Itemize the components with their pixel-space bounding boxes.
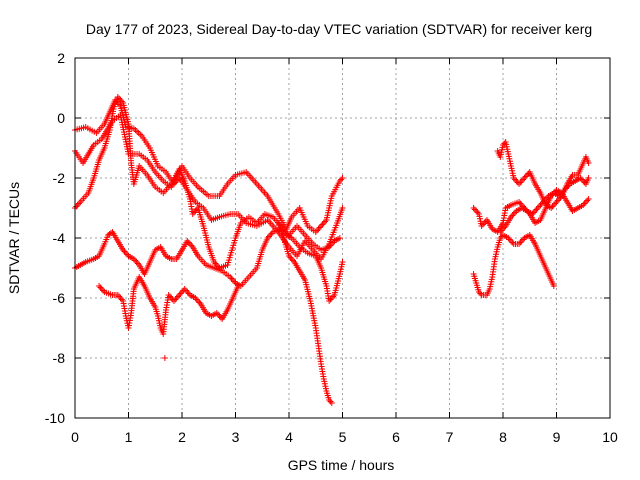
data-point bbox=[339, 205, 346, 211]
y-tick-label: -6 bbox=[53, 290, 66, 306]
y-tick-label: 0 bbox=[57, 110, 65, 126]
data-points bbox=[72, 94, 592, 406]
data-point bbox=[585, 160, 592, 166]
plot-frame bbox=[74, 57, 611, 419]
data-point bbox=[235, 283, 242, 289]
data-point bbox=[339, 175, 346, 181]
y-tick-label: 2 bbox=[57, 50, 65, 66]
data-point bbox=[550, 283, 557, 289]
y-tick-label: -2 bbox=[53, 170, 66, 186]
x-tick-label: 5 bbox=[339, 429, 347, 445]
tick-labels: 0 1 2 3 4 5 6 7 8 9 10 -10 -8 -6 -4 -2 0 2 bbox=[45, 50, 618, 445]
data-point bbox=[585, 175, 592, 181]
x-tick-label: 0 bbox=[71, 429, 79, 445]
y-tick-label: -8 bbox=[53, 350, 66, 366]
data-point bbox=[339, 259, 346, 265]
x-tick-label: 8 bbox=[499, 429, 507, 445]
x-tick-label: 2 bbox=[178, 429, 186, 445]
x-tick-label: 9 bbox=[553, 429, 561, 445]
y-axis-label: SDTVAR / TECUs bbox=[6, 182, 22, 294]
x-tick-label: 10 bbox=[602, 429, 618, 445]
data-point bbox=[585, 196, 592, 202]
x-tick-label: 6 bbox=[392, 429, 400, 445]
data-point bbox=[336, 235, 343, 241]
data-point bbox=[328, 400, 335, 406]
x-tick-label: 7 bbox=[446, 429, 454, 445]
x-tick-label: 4 bbox=[285, 429, 293, 445]
data-point bbox=[161, 355, 168, 361]
x-tick-label: 3 bbox=[232, 429, 240, 445]
y-tick-label: -10 bbox=[45, 410, 65, 426]
chart-title: Day 177 of 2023, Sidereal Day-to-day VTE… bbox=[86, 21, 592, 37]
x-tick-label: 1 bbox=[125, 429, 133, 445]
x-axis-label: GPS time / hours bbox=[288, 457, 395, 473]
y-tick-label: -4 bbox=[53, 230, 66, 246]
